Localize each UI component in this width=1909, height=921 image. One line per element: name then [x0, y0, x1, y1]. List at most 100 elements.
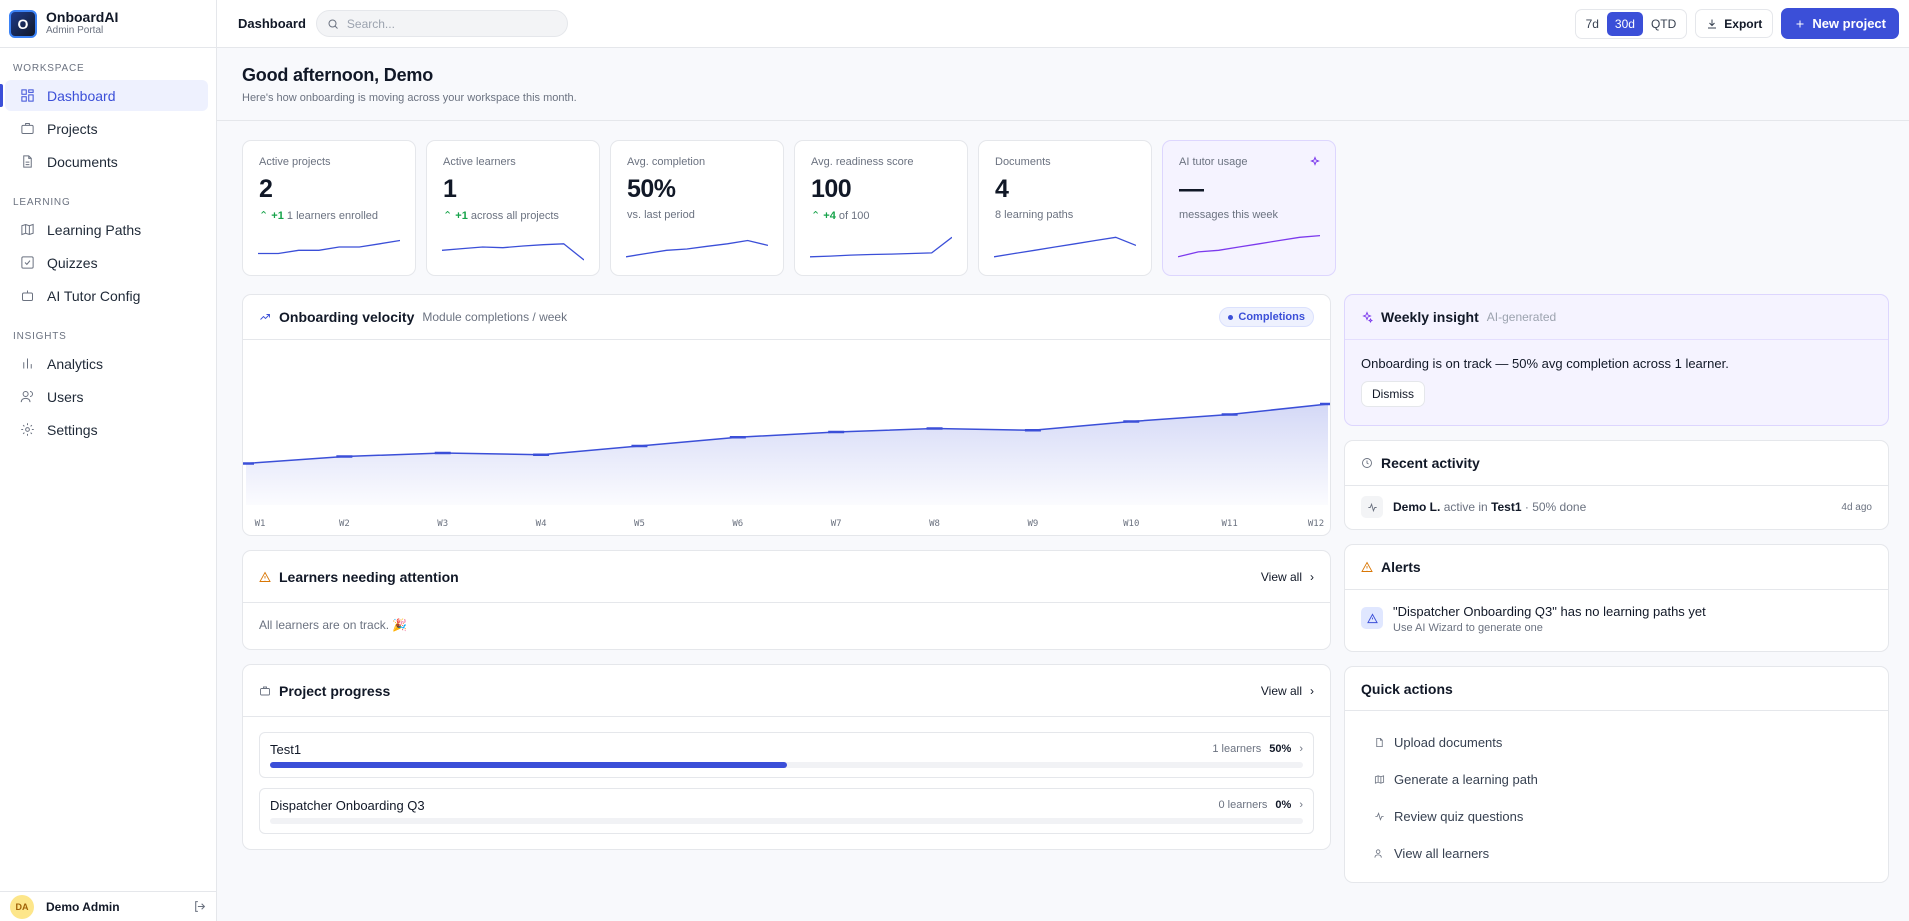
activity-item[interactable]: Demo L. active in Test1 · 50% done 4d ag…: [1345, 486, 1888, 528]
project-learners: 1 learners: [1212, 743, 1262, 755]
clock-icon: [1362, 458, 1372, 468]
page-subtitle: Here's how onboarding is moving across y…: [242, 92, 577, 104]
insight-tag: AI-generated: [1486, 310, 1557, 324]
kpi-sub: of 100: [838, 210, 870, 222]
sparkline-path: [258, 239, 400, 255]
projects-view-all[interactable]: View all ›: [1261, 684, 1314, 698]
progress-fill: [270, 762, 787, 768]
brand[interactable]: O OnboardAI Admin Portal: [0, 0, 216, 48]
project-percent: 0%: [1275, 799, 1292, 811]
sidebar-item-quizzes[interactable]: Quizzes: [5, 247, 208, 278]
document-icon: [23, 155, 32, 168]
project-learners: 0 learners: [1218, 799, 1268, 811]
user-menu[interactable]: DA Demo Admin: [0, 891, 216, 921]
gear-icon: [21, 423, 34, 436]
kpi-value: 4: [995, 175, 1009, 203]
progress-track: [270, 818, 1303, 824]
sparkline-path: [626, 239, 768, 258]
project-row[interactable]: Test1 1 learners 50% ›: [259, 732, 1314, 778]
activity-icon: [1361, 496, 1383, 518]
grid-icon: [21, 89, 34, 102]
kpi-sub: vs. last period: [627, 209, 695, 221]
sidebar-item-projects[interactable]: Projects: [5, 113, 208, 144]
x-tick-label: W5: [634, 519, 645, 529]
sidebar-item-analytics[interactable]: Analytics: [5, 348, 208, 379]
search-placeholder: Search...: [346, 16, 395, 31]
qa-generate-learning-path[interactable]: Generate a learning path: [1345, 761, 1888, 798]
attention-view-all[interactable]: View all ›: [1261, 570, 1314, 584]
avatar: DA: [10, 894, 34, 919]
topbar: Dashboard Search... 7d 30d QTD Export Ne…: [217, 0, 1909, 48]
view-all-label: View all: [1260, 569, 1302, 584]
kpi-active-projects[interactable]: Active projects 2 ⌃ +1 1 learners enroll…: [242, 140, 416, 276]
quick-title: Quick actions: [1361, 680, 1453, 697]
logout-icon[interactable]: [193, 900, 206, 913]
search-input[interactable]: Search...: [315, 10, 568, 37]
arrow-up-icon: ⌃: [811, 210, 821, 222]
project-name: Dispatcher Onboarding Q3: [270, 798, 425, 813]
sidebar-item-learning-paths[interactable]: Learning Paths: [5, 214, 208, 245]
new-project-button[interactable]: New project: [1781, 8, 1899, 39]
project-list: Test1 1 learners 50% › Dispatcher Onboardi…: [243, 732, 1330, 834]
project-row[interactable]: Dispatcher Onboarding Q3 0 learners 0% ›: [259, 788, 1314, 834]
breadcrumb: Dashboard: [238, 16, 306, 31]
kpi-sparkline: [810, 236, 952, 258]
kpi-avg-readiness-score[interactable]: Avg. readiness score 100 ⌃ +4 of 100: [794, 140, 968, 276]
kpi-avg-completion[interactable]: Avg. completion 50% vs. last period: [610, 140, 784, 276]
sidebar-item-label: Dashboard: [47, 87, 116, 104]
activity-user: Demo L.: [1393, 500, 1441, 514]
velocity-title: Onboarding velocity: [279, 309, 415, 325]
series-area-completions: [246, 404, 1328, 505]
sidebar: O OnboardAI Admin Portal WORKSPACE Dashbo…: [0, 0, 217, 921]
kpi-documents[interactable]: Documents 4 8 learning paths: [978, 140, 1152, 276]
kpi-sub: 1 learners enrolled: [286, 210, 379, 222]
qa-upload-documents[interactable]: Upload documents: [1345, 724, 1888, 761]
chevron-right-icon: ›: [1310, 683, 1314, 698]
kpi-ai-tutor-usage[interactable]: AI tutor usage — messages this week: [1162, 140, 1336, 276]
kpi-label: Avg. readiness score: [811, 156, 914, 168]
sidebar-item-ai-tutor-config[interactable]: AI Tutor Config: [5, 280, 208, 311]
plus-icon: [1796, 20, 1804, 27]
nav-section-label: INSIGHTS: [13, 331, 67, 342]
kpi-sparkline: [994, 236, 1136, 258]
dismiss-button[interactable]: Dismiss: [1361, 381, 1425, 407]
activity-verb: active in: [1443, 500, 1488, 514]
user-name: Demo Admin: [46, 899, 120, 914]
kpi-sub: messages this week: [1179, 209, 1279, 221]
sidebar-item-users[interactable]: Users: [5, 381, 208, 412]
x-tick-label: W2: [339, 519, 350, 529]
sparkle-icon: [1362, 311, 1373, 323]
app-name: OnboardAI: [46, 9, 119, 25]
range-qtd[interactable]: QTD: [1650, 16, 1677, 31]
sidebar-item-settings[interactable]: Settings: [5, 414, 208, 445]
page-title: Good afternoon, Demo: [242, 65, 433, 85]
arrow-up-icon: ⌃: [259, 210, 269, 222]
sparkline-path: [994, 236, 1136, 258]
activity-project[interactable]: Test1: [1491, 500, 1522, 514]
insight-title: Weekly insight: [1381, 309, 1479, 325]
sidebar-item-dashboard[interactable]: Dashboard: [0, 80, 208, 111]
warning-icon: [1361, 561, 1373, 572]
qa-label: View all learners: [1394, 846, 1490, 861]
range-7d[interactable]: 7d: [1585, 16, 1599, 31]
kpi-label: AI tutor usage: [1179, 156, 1248, 168]
sidebar-item-documents[interactable]: Documents: [5, 146, 208, 177]
qa-review-quiz-questions[interactable]: Review quiz questions: [1345, 798, 1888, 835]
activity-title: Recent activity: [1381, 455, 1480, 471]
export-button[interactable]: Export: [1695, 9, 1774, 38]
range-selector: 7d 30d QTD: [1574, 8, 1688, 39]
legend-completions[interactable]: Completions: [1219, 307, 1314, 327]
sidebar-item-label: Analytics: [47, 355, 104, 372]
kpi-value: 1: [443, 175, 457, 203]
qa-view-all-learners[interactable]: View all learners: [1345, 835, 1888, 872]
progress-track: [270, 762, 1303, 768]
sparkline-path: [442, 243, 584, 261]
bot-icon: [22, 290, 33, 301]
range-30d[interactable]: 30d: [1606, 11, 1643, 36]
qa-label: Generate a learning path: [1394, 772, 1538, 787]
chevron-right-icon: ›: [1299, 799, 1303, 811]
logo-icon: O: [9, 9, 37, 38]
download-icon: [1708, 19, 1717, 28]
alert-item[interactable]: "Dispatcher Onboarding Q3" has no learni…: [1345, 590, 1888, 648]
kpi-active-learners[interactable]: Active learners 1 ⌃ +1 across all projec…: [426, 140, 600, 276]
